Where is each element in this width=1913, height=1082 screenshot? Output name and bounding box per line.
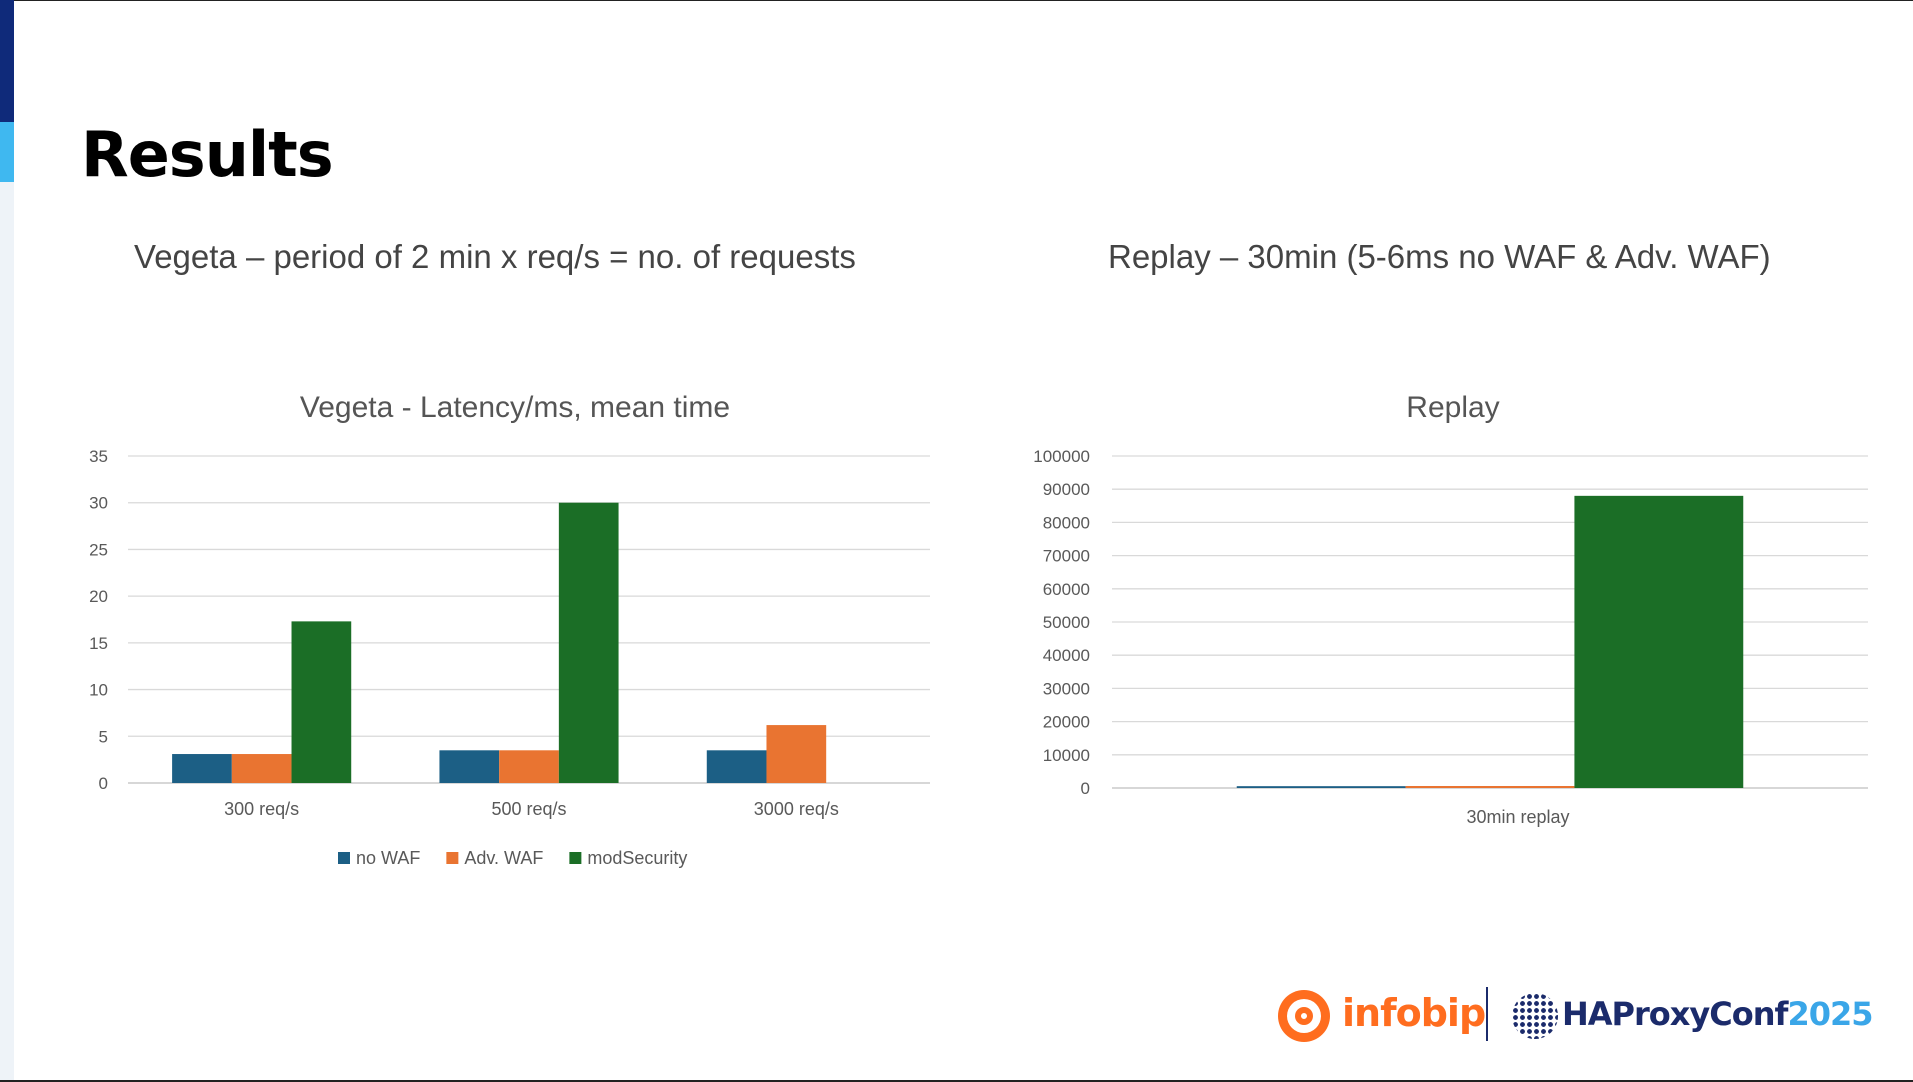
y-tick-label: 10000	[1043, 746, 1090, 765]
y-tick-label: 20	[89, 587, 108, 606]
legend-label: modSecurity	[587, 848, 687, 868]
legend-swatch	[446, 852, 459, 864]
x-category-label: 3000 req/s	[754, 799, 839, 819]
top-border	[0, 0, 1913, 1]
legend-swatch	[338, 852, 350, 864]
bar-modsecurity	[291, 621, 352, 783]
haproxyconf-year: 2025	[1787, 995, 1873, 1033]
haproxyconf-logo-text: HAProxyConf2025	[1562, 995, 1874, 1033]
accent-bar-dark	[0, 0, 14, 122]
x-category-label: 500 req/s	[491, 799, 566, 819]
bar-no-waf	[706, 750, 767, 783]
y-tick-label: 100000	[1033, 447, 1090, 466]
y-tick-label: 0	[99, 774, 108, 793]
subtitle-vegeta: Vegeta – period of 2 min x req/s = no. o…	[134, 238, 856, 275]
y-tick-label: 25	[89, 540, 108, 559]
chart-title: Replay	[1406, 391, 1499, 424]
y-tick-label: 40000	[1043, 646, 1090, 665]
infobip-logo-text: infobip	[1342, 991, 1486, 1035]
y-tick-label: 80000	[1043, 513, 1090, 532]
y-tick-label: 50000	[1043, 613, 1090, 632]
bar-adv-waf	[766, 725, 827, 783]
y-tick-label: 30	[89, 494, 108, 513]
bar-series-0	[1236, 786, 1406, 788]
vegeta-latency-chart: Vegeta - Latency/ms, mean time 0 5 10 15 20 25…	[89, 391, 930, 868]
y-tick-label: 10	[89, 681, 108, 700]
haproxy-logo-icon	[1512, 993, 1558, 1039]
bar-no-waf	[172, 754, 232, 783]
y-tick-label: 60000	[1043, 580, 1090, 599]
legend-swatch	[569, 852, 582, 864]
accent-bar-light	[0, 122, 14, 182]
logo-divider	[1486, 987, 1488, 1041]
left-strip	[0, 0, 14, 1082]
x-category-label: 300 req/s	[224, 799, 299, 819]
replay-chart: Replay 0 10000 20000 30000 40000 50000 60000 700…	[1033, 391, 1868, 827]
bar-no-waf	[439, 750, 500, 783]
bar-adv-waf	[499, 750, 559, 783]
bottom-border	[0, 1080, 1913, 1082]
y-tick-label: 15	[89, 634, 108, 653]
bar-modsecurity	[558, 502, 619, 783]
y-tick-label: 5	[99, 727, 108, 746]
y-tick-label: 0	[1081, 779, 1090, 798]
y-tick-label: 35	[89, 447, 108, 466]
footer-logos: infobip HAProxyConf2025	[1278, 985, 1878, 1045]
y-tick-label: 30000	[1043, 679, 1090, 698]
x-category-label: 30min replay	[1466, 807, 1569, 827]
bar-adv-waf	[231, 754, 292, 783]
bar-series-1	[1405, 786, 1575, 788]
legend-label: no WAF	[356, 848, 420, 868]
page-title: Results	[81, 118, 334, 191]
haproxyconf-name: HAProxyConf	[1562, 995, 1788, 1033]
legend-label: Adv. WAF	[464, 848, 543, 868]
bar-series-2	[1574, 495, 1744, 788]
infobip-logo-icon	[1278, 990, 1330, 1042]
y-tick-label: 20000	[1043, 713, 1090, 732]
chart-title: Vegeta - Latency/ms, mean time	[300, 391, 730, 424]
subtitle-replay: Replay – 30min (5-6ms no WAF & Adv. WAF)	[1108, 238, 1771, 275]
y-tick-label: 90000	[1043, 480, 1090, 499]
y-tick-label: 70000	[1043, 547, 1090, 566]
